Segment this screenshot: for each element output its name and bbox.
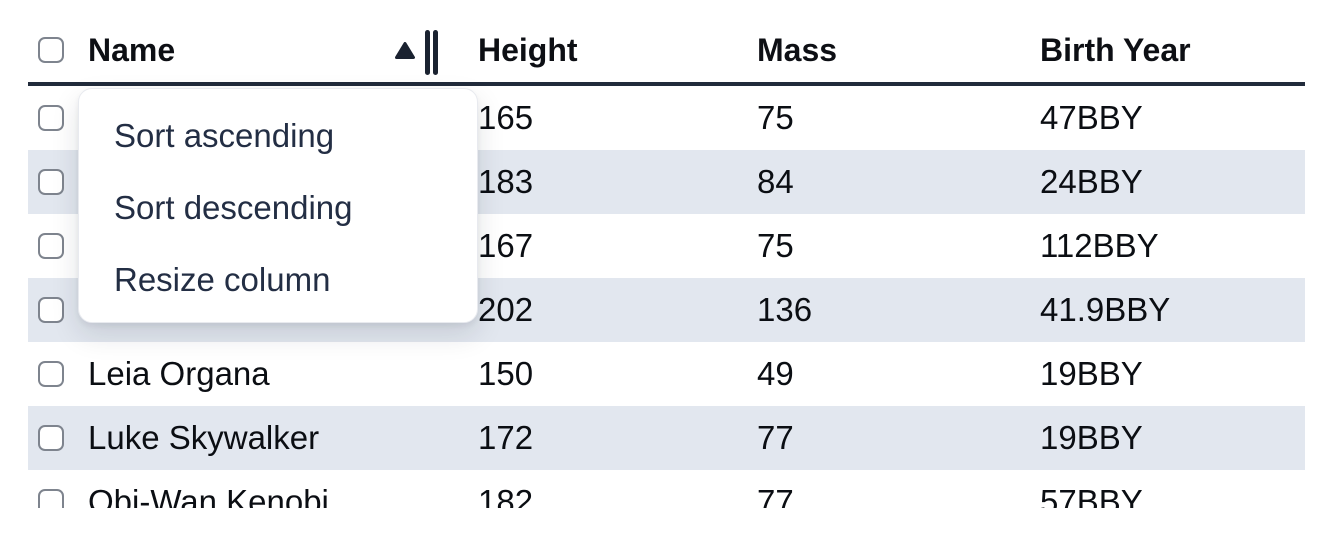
table-row: Luke Skywalker 172 77 19BBY [28,406,1305,470]
cell-name: Obi-Wan Kenobi [88,483,329,508]
cell-mass: 75 [757,227,794,264]
row-checkbox-cell [28,489,78,508]
column-label-height: Height [478,31,578,68]
select-all-checkbox[interactable] [38,37,64,63]
cell-name: Luke Skywalker [88,419,320,456]
column-label-birth-year: Birth Year [1040,31,1191,68]
context-menu-item[interactable]: Resize column [114,261,331,298]
cell-height: 202 [478,291,534,328]
row-checkbox[interactable] [38,489,64,508]
table-viewport: Name Height Mass Birth Year [28,0,1305,508]
table-header-row: Name Height Mass Birth Year [28,0,1305,86]
cell-height: 183 [478,163,534,200]
row-checkbox-cell [28,169,78,195]
context-menu-item[interactable]: Sort descending [114,189,353,226]
cell-birth-year: 19BBY [1040,419,1143,456]
cell-name: Leia Organa [88,355,270,392]
table-row: Leia Organa 150 49 19BBY [28,342,1305,406]
cell-mass: 77 [757,483,794,508]
cell-height: 165 [478,99,534,136]
row-checkbox-cell [28,425,78,451]
column-resize-handle-icon[interactable] [425,30,438,75]
table-row: Obi-Wan Kenobi 182 77 57BBY [28,470,1305,508]
column-label-mass: Mass [757,31,838,68]
context-menu-item[interactable]: Sort ascending [114,117,335,154]
column-header-height[interactable]: Height [431,32,711,69]
cell-mass: 77 [757,419,794,456]
cell-mass: 49 [757,355,794,392]
cell-height: 182 [478,483,534,508]
cell-height: 172 [478,419,534,456]
column-header-name[interactable]: Name [78,32,431,69]
column-label-name: Name [88,31,176,68]
row-checkbox[interactable] [38,361,64,387]
cell-birth-year: 57BBY [1040,483,1143,508]
sort-ascending-icon [395,41,415,59]
row-checkbox[interactable] [38,105,64,131]
row-checkbox-cell [28,297,78,323]
row-checkbox-cell [28,105,78,131]
cell-birth-year: 112BBY [1040,227,1159,264]
select-all-cell [28,37,78,63]
cell-height: 167 [478,227,534,264]
cell-height: 150 [478,355,534,392]
cell-mass: 84 [757,163,794,200]
cell-birth-year: 24BBY [1040,163,1143,200]
column-header-mass[interactable]: Mass [711,32,994,69]
cell-mass: 136 [757,291,813,328]
row-checkbox[interactable] [38,233,64,259]
cell-birth-year: 47BBY [1040,99,1143,136]
row-checkbox-cell [28,233,78,259]
column-context-menu: Sort ascending Sort descending Resize co… [78,88,478,323]
row-checkbox[interactable] [38,425,64,451]
row-checkbox[interactable] [38,297,64,323]
column-header-birth-year[interactable]: Birth Year [994,32,1305,69]
row-checkbox[interactable] [38,169,64,195]
cell-birth-year: 41.9BBY [1040,291,1171,328]
cell-mass: 75 [757,99,794,136]
row-checkbox-cell [28,361,78,387]
cell-birth-year: 19BBY [1040,355,1143,392]
